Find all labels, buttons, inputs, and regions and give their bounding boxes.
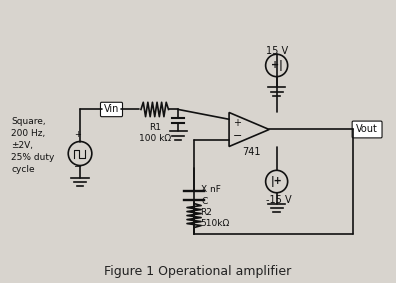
Text: −: − (74, 162, 82, 172)
Text: Square,
200 Hz,
±2V,
25% duty
cycle: Square, 200 Hz, ±2V, 25% duty cycle (11, 117, 55, 174)
Text: -15 V: -15 V (266, 194, 291, 205)
Text: X nF
C: X nF C (201, 185, 221, 205)
Text: 15 V: 15 V (266, 46, 288, 56)
Text: R2
510kΩ: R2 510kΩ (200, 207, 229, 228)
Text: Figure 1 Operational amplifier: Figure 1 Operational amplifier (105, 265, 291, 278)
Text: R1
100 kΩ: R1 100 kΩ (139, 123, 171, 143)
Text: Vin: Vin (104, 104, 119, 115)
Text: +|: +| (271, 60, 282, 71)
Text: −: − (233, 131, 242, 141)
FancyBboxPatch shape (101, 102, 122, 117)
Text: 741: 741 (242, 147, 260, 156)
Text: +: + (74, 130, 82, 139)
Text: Vout: Vout (356, 125, 378, 134)
FancyBboxPatch shape (352, 121, 382, 138)
Text: +: + (233, 118, 242, 128)
Text: |+: |+ (271, 176, 282, 187)
